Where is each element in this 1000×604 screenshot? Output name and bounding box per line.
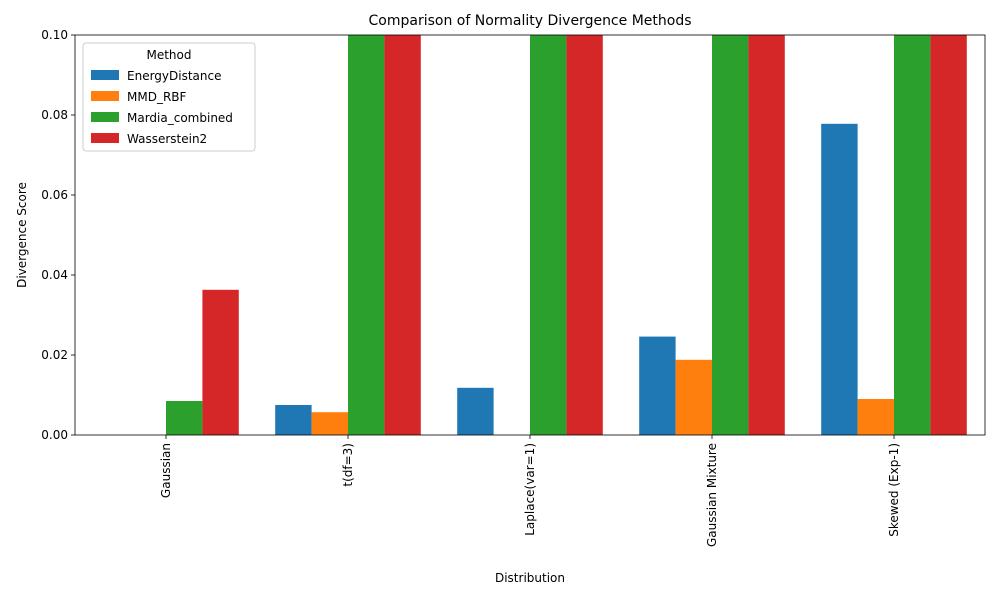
legend-swatch bbox=[91, 70, 119, 80]
y-tick-label: 0.00 bbox=[41, 428, 68, 442]
legend-label: MMD_RBF bbox=[127, 90, 187, 104]
y-tick-label: 0.02 bbox=[41, 348, 68, 362]
bar-mardia-combined-4 bbox=[712, 35, 749, 435]
bar-energydistance-3 bbox=[457, 387, 494, 435]
legend-swatch bbox=[91, 91, 119, 101]
bar-wasserstein2-2 bbox=[384, 35, 421, 435]
y-tick-label: 0.04 bbox=[41, 268, 68, 282]
bar-mardia-combined-2 bbox=[348, 35, 385, 435]
axes-layer: 0.00 0.02 0.04 0.06 0.08 0.10 Gaussian t(df=3) L… bbox=[41, 28, 986, 547]
legend-swatch bbox=[91, 133, 119, 143]
legend-label: EnergyDistance bbox=[127, 69, 221, 83]
legend-swatch bbox=[91, 112, 119, 122]
bar-mardia-combined-3 bbox=[530, 35, 567, 435]
bar-mmd-rbf-4 bbox=[675, 359, 712, 435]
y-tick-label: 0.06 bbox=[41, 188, 68, 202]
x-tick-label: Gaussian Mixture bbox=[705, 443, 719, 547]
bar-energydistance-2 bbox=[275, 405, 312, 435]
bar-energydistance-4 bbox=[639, 336, 676, 435]
bar-mardia-combined-5 bbox=[894, 35, 931, 435]
x-tick-label: t(df=3) bbox=[341, 443, 355, 487]
legend-label: Wasserstein2 bbox=[127, 132, 207, 146]
bar-wasserstein2-3 bbox=[566, 35, 603, 435]
legend-title: Method bbox=[146, 48, 191, 62]
x-tick-label: Laplace(var=1) bbox=[523, 443, 537, 536]
legend-label: Mardia_combined bbox=[127, 111, 233, 125]
bars-layer bbox=[166, 35, 967, 436]
bar-wasserstein2-1 bbox=[202, 289, 239, 435]
x-tick-label: Gaussian bbox=[159, 443, 173, 498]
y-axis-label: Divergence Score bbox=[15, 182, 29, 288]
bar-wasserstein2-5 bbox=[930, 35, 967, 435]
legend-box bbox=[82, 42, 256, 152]
bar-wasserstein2-4 bbox=[748, 35, 785, 435]
bar-mardia-combined-1 bbox=[166, 401, 203, 435]
chart-title: Comparison of Normality Divergence Metho… bbox=[369, 13, 692, 29]
bar-energydistance-5 bbox=[821, 123, 858, 436]
bar-mmd-rbf-2 bbox=[311, 412, 348, 435]
legend: Method EnergyDistance MMD_RBF Mardia_combin… bbox=[82, 42, 256, 152]
y-tick-label: 0.08 bbox=[41, 108, 68, 122]
y-tick-label: 0.10 bbox=[41, 28, 68, 42]
x-axis-label: Distribution bbox=[495, 571, 565, 585]
x-tick-label: Skewed (Exp-1) bbox=[887, 443, 901, 537]
bar-mmd-rbf-5 bbox=[857, 399, 894, 435]
